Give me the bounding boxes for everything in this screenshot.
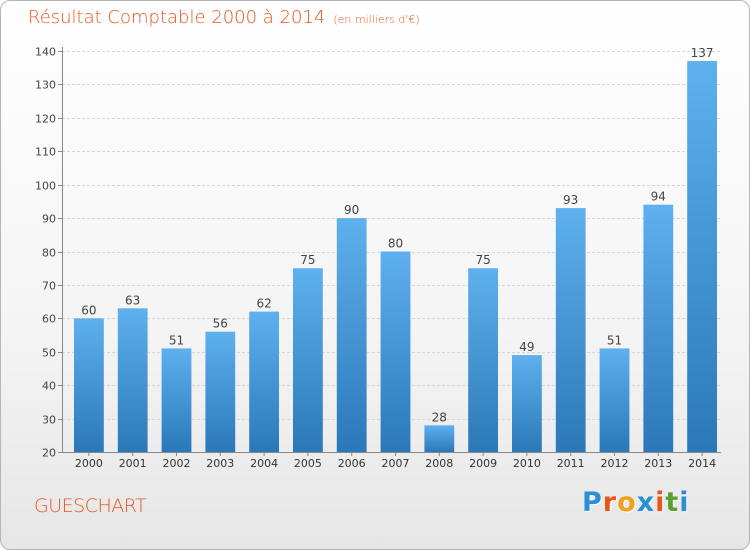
bar-value-label: 93 xyxy=(563,193,578,207)
bar-value-label: 90 xyxy=(344,203,359,217)
x-tick-label: 2000 xyxy=(75,457,103,470)
bar xyxy=(293,268,323,452)
bar-value-label: 137 xyxy=(691,46,714,60)
bar xyxy=(380,251,411,452)
y-tick-label: 140 xyxy=(35,46,56,59)
y-tick-label: 20 xyxy=(42,447,56,460)
y-tick-label: 120 xyxy=(35,113,56,126)
bar-value-label: 80 xyxy=(388,237,403,251)
bar-value-label: 60 xyxy=(81,303,96,317)
bar-value-label: 51 xyxy=(169,333,184,347)
bar xyxy=(205,331,236,452)
bar xyxy=(643,204,674,452)
bar-value-label: 94 xyxy=(651,190,666,204)
bar xyxy=(555,208,586,452)
proxiti-logo[interactable]: Proxiti xyxy=(582,487,690,518)
y-tick-label: 110 xyxy=(35,146,56,159)
bar-value-label: 56 xyxy=(213,317,228,331)
x-tick-label: 2005 xyxy=(294,457,322,470)
bar xyxy=(468,268,498,452)
x-tick-label: 2014 xyxy=(688,457,716,470)
x-tick-label: 2010 xyxy=(513,457,541,470)
bar xyxy=(161,348,192,452)
x-tick-label: 2002 xyxy=(163,457,191,470)
bar xyxy=(687,61,717,452)
y-tick-label: 130 xyxy=(35,79,56,92)
bar-value-label: 75 xyxy=(475,253,490,267)
bar xyxy=(424,425,455,452)
bar xyxy=(249,311,279,452)
bar-value-label: 75 xyxy=(300,253,315,267)
logo-letter: x xyxy=(636,487,656,518)
bar-value-label: 49 xyxy=(519,340,534,354)
bar-value-label: 51 xyxy=(607,333,622,347)
bar-value-label: 63 xyxy=(125,293,140,307)
bar-value-label: 62 xyxy=(256,297,271,311)
x-tick-label: 2011 xyxy=(557,457,585,470)
x-tick-label: 2007 xyxy=(382,457,410,470)
y-tick-label: 60 xyxy=(42,313,56,326)
bar xyxy=(599,348,630,452)
chart-title-text: Résultat Comptable 2000 à 2014 xyxy=(28,7,326,28)
x-tick-label: 2009 xyxy=(469,457,497,470)
x-tick-label: 2006 xyxy=(338,457,366,470)
bar xyxy=(74,318,104,452)
logo-letter: P xyxy=(582,487,603,518)
x-tick-label: 2003 xyxy=(206,457,234,470)
x-tick-label: 2012 xyxy=(601,457,629,470)
logo-letter: o xyxy=(617,487,637,518)
logo-letter: t xyxy=(665,487,680,518)
x-tick-label: 2001 xyxy=(119,457,147,470)
y-tick-label: 100 xyxy=(35,180,56,193)
logo-letter: i xyxy=(679,487,690,518)
bar-value-label: 28 xyxy=(432,410,447,424)
bars-group: 60 63 51 56 62 75 90 80 28 75 49 93 51 94 137 xyxy=(74,46,717,452)
y-tick-label: 30 xyxy=(42,414,56,427)
logo-letter: r xyxy=(602,487,618,518)
x-tick-label: 2013 xyxy=(644,457,672,470)
commune-name: GUESCHART xyxy=(34,495,147,517)
chart-subtitle: (en milliers d'€) xyxy=(333,13,420,26)
y-tick-label: 50 xyxy=(42,347,56,360)
axes-group: 20 30 40 50 60 70 80 90 100 110 120 130 140 2000 2001 2… xyxy=(35,46,721,470)
bar xyxy=(117,308,148,452)
x-tick-label: 2004 xyxy=(250,457,278,470)
y-tick-label: 40 xyxy=(42,380,56,393)
bar xyxy=(336,218,367,452)
x-tick-label: 2008 xyxy=(425,457,453,470)
bar xyxy=(512,355,542,452)
chart-title: Résultat Comptable 2000 à 2014 (en millie… xyxy=(28,7,420,28)
y-tick-label: 90 xyxy=(42,213,56,226)
y-tick-label: 70 xyxy=(42,280,56,293)
y-tick-label: 80 xyxy=(42,247,56,260)
logo-letter: i xyxy=(655,487,666,518)
